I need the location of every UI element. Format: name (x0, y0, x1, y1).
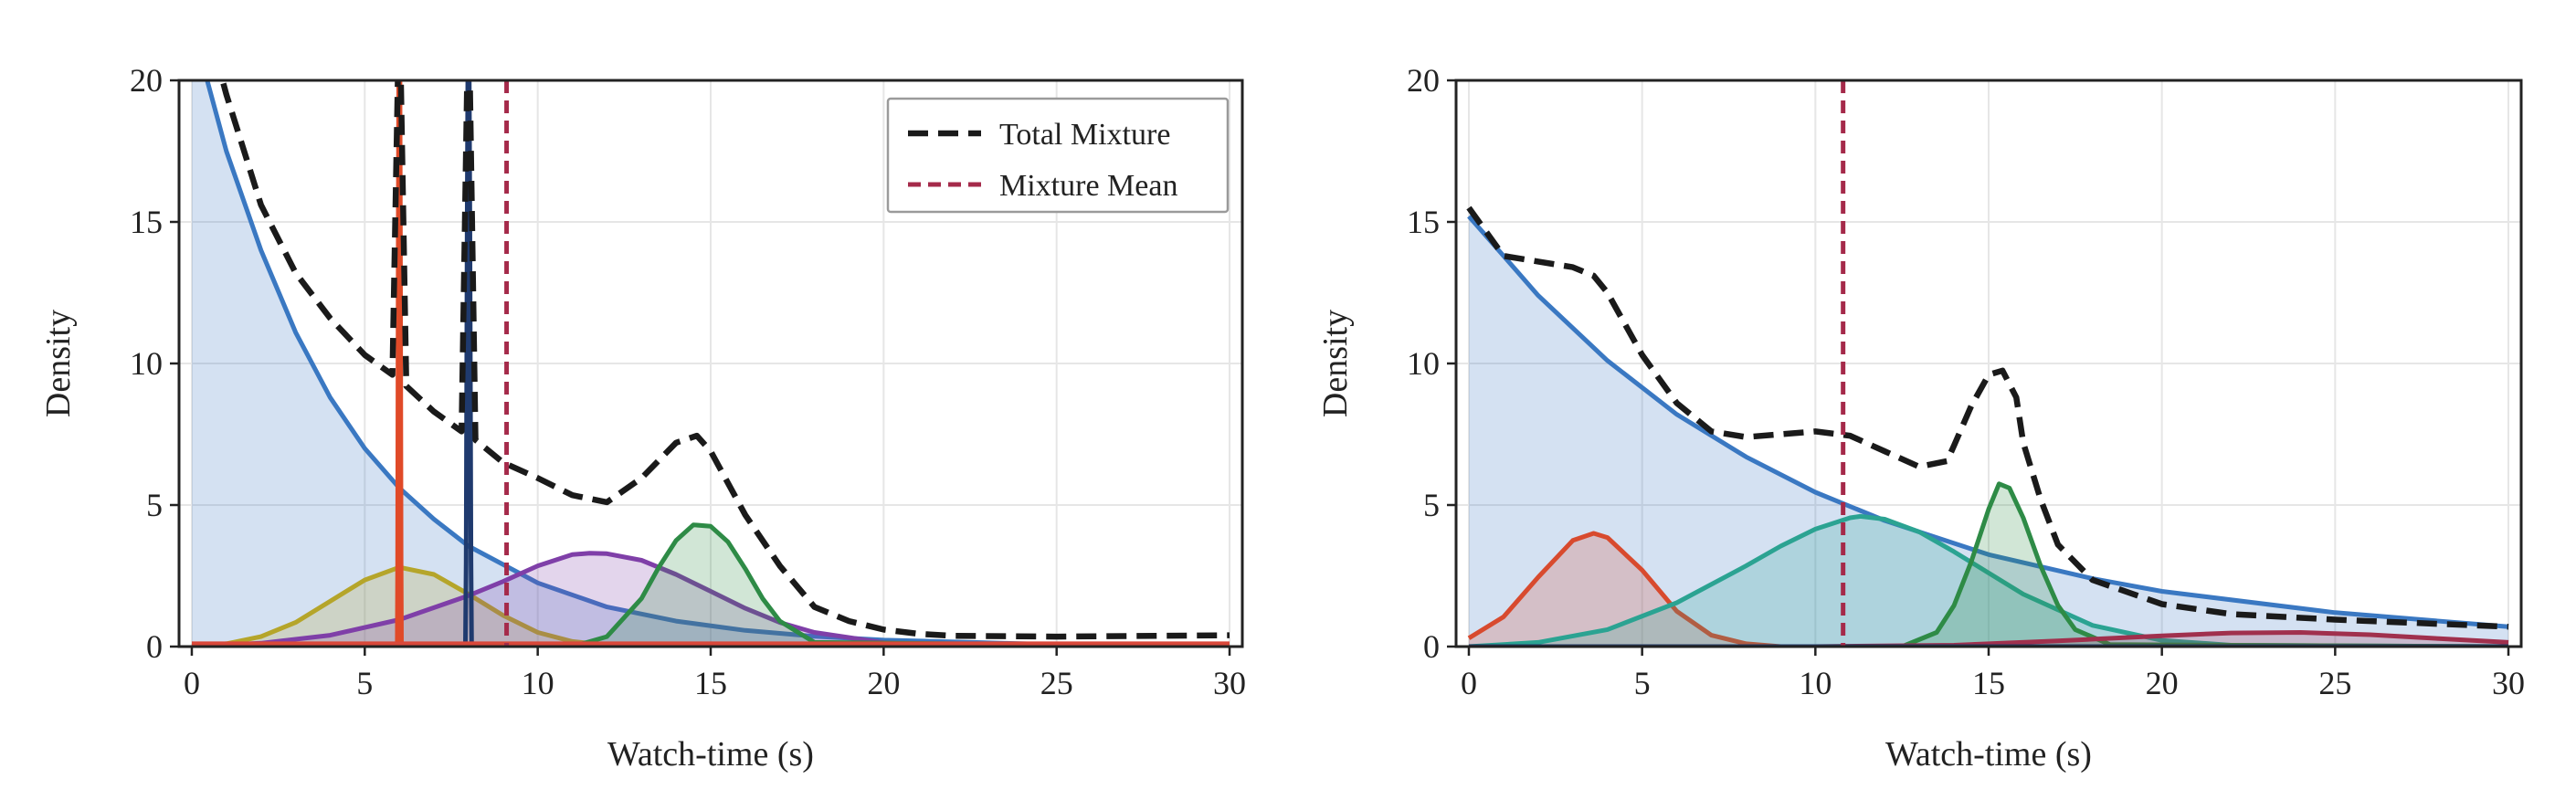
component-line-6 (463, 80, 474, 647)
component-fill-5 (1469, 632, 2508, 647)
y-axis-label: Density (1316, 310, 1355, 417)
y-tick-label: 20 (1407, 62, 1440, 99)
component-line-3 (1468, 513, 2509, 647)
component-fill-1 (1469, 216, 2508, 647)
y-tick-label: 5 (146, 487, 163, 523)
y-tick-label: 0 (1423, 628, 1440, 665)
component-fill-2 (192, 567, 1230, 647)
x-tick-label: 5 (356, 665, 373, 701)
total-mixture-line (219, 80, 1230, 640)
component-line-2 (1467, 531, 2508, 647)
total-mixture-line (1466, 205, 2509, 630)
y-tick-label: 15 (1407, 204, 1440, 240)
left-chart-panel: 0 5 10 15 20 25 30 0 5 10 15 20 Watch-time (s) Densit… (39, 62, 1246, 774)
right-chart-panel: 0 5 10 15 20 25 30 0 5 10 15 20 Watch-time (s) Densit… (1316, 62, 2525, 774)
x-tick-label: 20 (2146, 665, 2179, 701)
component-line-4 (571, 522, 1230, 647)
x-axis-label: Watch-time (s) (1885, 735, 2092, 774)
x-tick-label: 5 (1634, 665, 1651, 701)
y-tick-label: 20 (130, 62, 163, 99)
x-tick-label: 0 (184, 665, 200, 701)
x-tick-label: 25 (2318, 665, 2351, 701)
legend-label-1: Total Mixture (999, 118, 1170, 152)
plot-area (191, 80, 1230, 647)
component-line-4 (1901, 481, 2509, 647)
y-tick-label: 10 (1407, 345, 1440, 382)
component-line-1 (1467, 215, 2509, 629)
component-line-5 (395, 80, 404, 647)
y-axis-label: Density (39, 310, 78, 417)
x-tick-label: 0 (1461, 665, 1477, 701)
x-tick-label: 20 (867, 665, 900, 701)
component-fill-1 (192, 80, 1230, 647)
plot-area (1466, 80, 2509, 647)
legend: Total Mixture Mixture Mean (886, 97, 1230, 214)
x-tick-label: 10 (522, 665, 554, 701)
y-tick-label: 0 (146, 628, 163, 665)
component-fill-3 (1469, 516, 2508, 647)
x-tick-label: 15 (1972, 665, 2005, 701)
y-tick-label: 15 (130, 204, 163, 240)
legend-label-2: Mixture Mean (999, 169, 1177, 203)
x-tick-label: 25 (1040, 665, 1073, 701)
x-axis-label: Watch-time (s) (607, 735, 814, 774)
y-tick-label: 10 (130, 345, 163, 382)
y-tick-label: 5 (1423, 487, 1440, 523)
component-fill-4 (572, 524, 1230, 647)
component-fill-4 (1902, 483, 2508, 647)
x-tick-label: 15 (694, 665, 727, 701)
x-tick-label: 30 (1213, 665, 1246, 701)
x-tick-label: 30 (2492, 665, 2525, 701)
component-fill-3 (192, 553, 1230, 647)
x-tick-label: 10 (1799, 665, 1832, 701)
